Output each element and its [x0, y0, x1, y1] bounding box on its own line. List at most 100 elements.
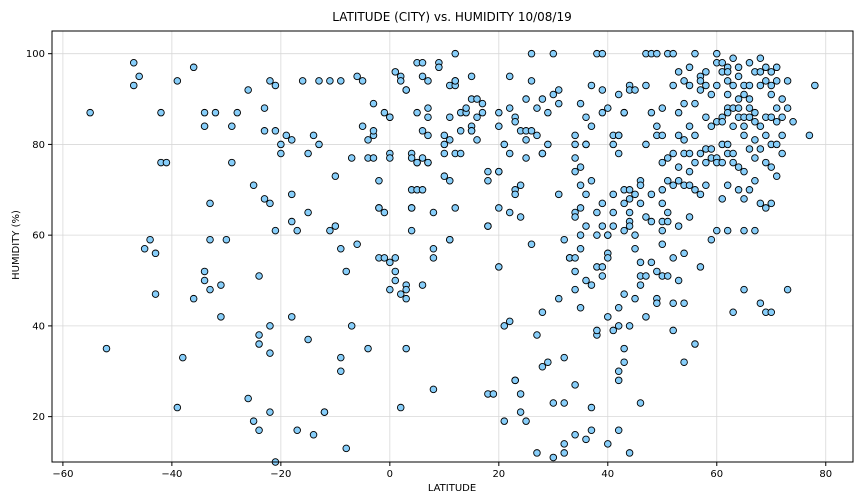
scatter-point	[647, 108, 656, 117]
scatter-point	[642, 272, 650, 280]
scatter-point	[282, 131, 291, 140]
scatter-point	[206, 235, 214, 244]
scatter-point	[691, 340, 699, 348]
scatter-point	[271, 81, 280, 90]
scatter-point	[702, 68, 710, 76]
scatter-point	[604, 254, 612, 262]
scatter-point	[778, 95, 786, 103]
scatter-point	[729, 158, 737, 167]
scatter-point	[658, 131, 667, 140]
scatter-point	[140, 245, 149, 253]
scatter-point	[729, 308, 737, 317]
scatter-point	[593, 231, 601, 239]
scatter-point	[756, 299, 765, 307]
scatter-point	[337, 367, 345, 376]
scatter-point	[315, 140, 323, 149]
scatter-point	[625, 186, 634, 194]
scatter-point	[391, 68, 400, 76]
scatter-point	[135, 72, 143, 81]
scatter-point	[762, 204, 770, 212]
scatter-point	[337, 77, 345, 85]
scatter-point	[707, 122, 716, 131]
scatter-point	[549, 90, 558, 99]
scatter-point	[636, 258, 645, 267]
scatter-point	[222, 235, 231, 244]
scatter-point	[249, 417, 258, 425]
scatter-point	[691, 158, 699, 167]
scatter-point	[772, 172, 781, 180]
scatter-point	[189, 63, 198, 72]
scatter-point	[440, 149, 449, 158]
scatter-point	[375, 176, 383, 185]
scatter-point	[353, 72, 361, 81]
scatter-point	[767, 163, 776, 171]
scatter-point	[298, 77, 307, 85]
scatter-point	[609, 326, 617, 335]
scatter-point	[663, 208, 672, 217]
scatter-point	[342, 267, 350, 276]
scatter-point	[745, 145, 754, 153]
scatter-point	[685, 149, 694, 158]
scatter-point	[740, 90, 748, 99]
scatter-point	[304, 335, 312, 344]
scatter-point	[762, 63, 770, 72]
scatter-point	[560, 353, 568, 362]
scatter-point	[375, 204, 383, 212]
scatter-point	[451, 77, 459, 85]
scatter-point	[685, 181, 694, 190]
scatter-point	[413, 158, 421, 167]
scatter-point	[369, 154, 378, 162]
scatter-point	[288, 190, 296, 199]
scatter-point	[653, 267, 661, 276]
scatter-point	[380, 254, 389, 262]
scatter-point	[516, 213, 525, 221]
scatter-point	[751, 154, 759, 162]
scatter-point	[642, 313, 650, 321]
scatter-point	[740, 226, 748, 235]
scatter-point	[418, 281, 427, 289]
x-axis-label: LATITUDE	[428, 483, 476, 494]
scatter-point	[293, 226, 301, 235]
scatter-point	[544, 140, 552, 149]
scatter-point	[495, 108, 503, 117]
scatter-point	[555, 86, 563, 94]
scatter-point	[533, 449, 541, 457]
scatter-point	[734, 95, 743, 103]
scatter-point	[413, 108, 421, 117]
scatter-point	[723, 140, 732, 149]
scatter-point	[674, 108, 683, 117]
scatter-point	[658, 186, 667, 194]
scatter-point	[625, 195, 634, 203]
scatter-point	[576, 204, 585, 212]
scatter-point	[473, 136, 481, 144]
scatter-point	[751, 108, 759, 117]
scatter-point	[173, 77, 182, 85]
x-tick-label: 80	[819, 469, 832, 480]
scatter-point	[576, 163, 585, 171]
scatter-point	[685, 167, 694, 176]
scatter-point	[200, 108, 209, 117]
scatter-point	[598, 49, 607, 58]
scatter-point	[691, 131, 699, 140]
scatter-point	[555, 190, 563, 199]
scatter-point	[446, 136, 454, 144]
scatter-point	[631, 86, 639, 94]
scatter-point	[658, 158, 667, 167]
scatter-point	[685, 122, 694, 131]
scatter-point	[309, 431, 318, 439]
scatter-point	[391, 276, 400, 285]
scatter-point	[631, 190, 639, 199]
scatter-point	[663, 176, 672, 185]
scatter-point	[631, 294, 639, 303]
scatter-point	[206, 285, 214, 294]
scatter-point	[658, 226, 667, 235]
scatter-point	[549, 399, 558, 407]
scatter-point	[647, 258, 656, 267]
scatter-point	[571, 381, 579, 389]
scatter-point	[478, 108, 487, 117]
y-tick-label: 60	[32, 231, 45, 242]
scatter-point	[762, 158, 770, 167]
scatter-point	[685, 213, 694, 221]
scatter-point	[614, 376, 623, 385]
scatter-point	[429, 245, 438, 253]
